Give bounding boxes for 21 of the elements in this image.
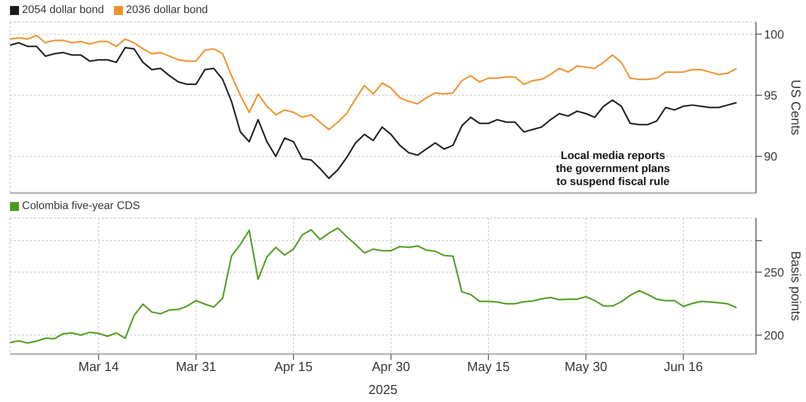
- x-tick-label: May 15: [467, 359, 510, 374]
- y-tick-label: 90: [764, 150, 778, 164]
- y-tick-label: 200: [764, 328, 784, 342]
- x-axis-title: 2025: [368, 382, 398, 397]
- y-axis-title: US Cents: [788, 80, 804, 136]
- y-tick-label: 250: [764, 265, 784, 280]
- legend-label: 2054 dollar bond: [21, 4, 104, 16]
- y-tick-label: 100: [764, 27, 784, 42]
- y-axis-title: Basis points: [788, 250, 804, 322]
- y-tick-label: 95: [764, 88, 778, 103]
- line-series: [10, 227, 738, 344]
- annotation: Local media reports the government plans to suspend fiscal rule: [554, 150, 672, 189]
- legend-label: 2036 dollar bond: [124, 4, 208, 16]
- line-series: [10, 34, 738, 130]
- x-tick-label: Jun 16: [664, 359, 703, 374]
- x-tick-label: Apr 15: [274, 359, 313, 374]
- x-tick-label: Apr 30: [372, 359, 410, 374]
- legend-label: Colombia five-year CDS: [21, 200, 140, 212]
- x-tick-label: Mar 31: [176, 359, 216, 374]
- x-tick-label: May 30: [564, 359, 608, 374]
- x-tick-label: Mar 14: [78, 359, 119, 374]
